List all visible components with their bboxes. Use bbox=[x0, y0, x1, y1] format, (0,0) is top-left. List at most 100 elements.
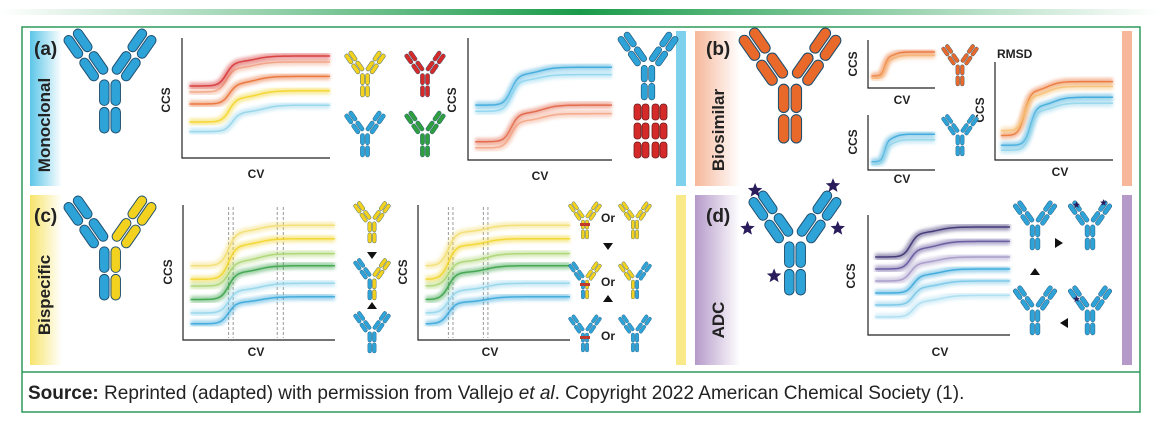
domain bbox=[574, 212, 582, 221]
domain bbox=[425, 145, 430, 158]
domain bbox=[99, 79, 110, 106]
fab-arm bbox=[1067, 285, 1090, 311]
domain bbox=[372, 50, 382, 62]
domain bbox=[367, 342, 372, 354]
domain bbox=[802, 59, 824, 86]
domain bbox=[369, 123, 379, 135]
domain bbox=[644, 203, 652, 213]
domain bbox=[72, 28, 93, 53]
domain bbox=[1017, 285, 1027, 297]
domain bbox=[382, 260, 391, 271]
domain bbox=[359, 269, 368, 280]
domain bbox=[420, 145, 425, 158]
domain bbox=[1035, 211, 1046, 223]
side-bar bbox=[695, 31, 740, 186]
domain bbox=[635, 322, 643, 332]
domain bbox=[353, 203, 362, 214]
fab-arm bbox=[372, 311, 391, 333]
domain bbox=[365, 60, 375, 72]
domain bbox=[1017, 200, 1027, 212]
domain bbox=[365, 133, 370, 146]
domain bbox=[376, 322, 385, 333]
domain bbox=[821, 197, 842, 221]
domain bbox=[945, 114, 954, 124]
curve bbox=[1000, 96, 1113, 147]
domain bbox=[1029, 237, 1035, 251]
domain bbox=[585, 342, 589, 353]
fab-arm bbox=[960, 44, 979, 66]
edge-bar bbox=[676, 195, 686, 365]
domain bbox=[638, 272, 646, 281]
domain bbox=[365, 85, 370, 98]
curve bbox=[425, 224, 570, 267]
domain bbox=[618, 316, 626, 326]
domain bbox=[372, 232, 377, 244]
curve bbox=[189, 90, 330, 123]
fab-arm bbox=[353, 311, 372, 333]
fab-arm bbox=[1035, 285, 1058, 311]
domain bbox=[363, 267, 372, 277]
fab-arm bbox=[404, 110, 425, 135]
domain bbox=[1035, 237, 1041, 251]
axis bbox=[867, 115, 935, 171]
fab-arm bbox=[425, 50, 446, 75]
domain bbox=[947, 125, 956, 136]
domain bbox=[1020, 214, 1030, 226]
domain bbox=[640, 82, 648, 101]
domain bbox=[966, 114, 975, 124]
domain bbox=[378, 201, 387, 211]
fab-arm bbox=[568, 314, 585, 334]
domain bbox=[429, 63, 439, 75]
domain bbox=[591, 261, 599, 271]
curve bbox=[875, 226, 1010, 258]
domain bbox=[372, 221, 377, 233]
curve bbox=[190, 296, 335, 325]
fab-arm bbox=[796, 190, 842, 244]
fab-arm bbox=[1035, 200, 1058, 226]
domain bbox=[1084, 237, 1090, 251]
igm-domain bbox=[633, 122, 642, 140]
fab-arm bbox=[618, 261, 635, 281]
domain bbox=[111, 51, 132, 75]
domain bbox=[1024, 211, 1035, 223]
antibody bbox=[353, 201, 391, 244]
domain bbox=[819, 34, 842, 61]
antibody bbox=[404, 50, 446, 98]
domain bbox=[568, 316, 576, 326]
domain bbox=[641, 314, 649, 324]
y-label: CCS bbox=[846, 51, 860, 76]
x-label: CV bbox=[894, 93, 911, 107]
domain bbox=[945, 44, 954, 54]
domain bbox=[376, 53, 386, 65]
domain bbox=[1098, 200, 1108, 212]
domain bbox=[378, 258, 387, 268]
domain bbox=[1035, 322, 1041, 336]
domain bbox=[367, 278, 372, 290]
domain bbox=[127, 195, 148, 220]
domain bbox=[1102, 288, 1113, 300]
domain bbox=[360, 145, 365, 158]
fab-arm bbox=[617, 31, 647, 67]
domain bbox=[571, 261, 579, 271]
domain bbox=[376, 269, 385, 280]
fab-arm bbox=[635, 314, 652, 334]
antibody bbox=[1012, 285, 1058, 336]
fab-arm bbox=[63, 28, 109, 82]
arrow bbox=[603, 243, 613, 250]
igm-domain bbox=[651, 103, 660, 121]
fab-arm bbox=[63, 195, 109, 249]
domain bbox=[72, 195, 93, 220]
linker bbox=[580, 283, 590, 286]
domain bbox=[648, 82, 656, 101]
fab-arm bbox=[1012, 200, 1035, 226]
domain bbox=[635, 279, 639, 290]
domain bbox=[1079, 211, 1090, 223]
domain bbox=[355, 60, 365, 72]
fab-arm bbox=[372, 258, 391, 280]
domain bbox=[585, 322, 593, 332]
domain bbox=[110, 246, 121, 273]
arrow bbox=[367, 302, 377, 309]
domain bbox=[577, 322, 585, 332]
curve bbox=[190, 238, 335, 280]
y-label: CCS bbox=[161, 259, 175, 284]
